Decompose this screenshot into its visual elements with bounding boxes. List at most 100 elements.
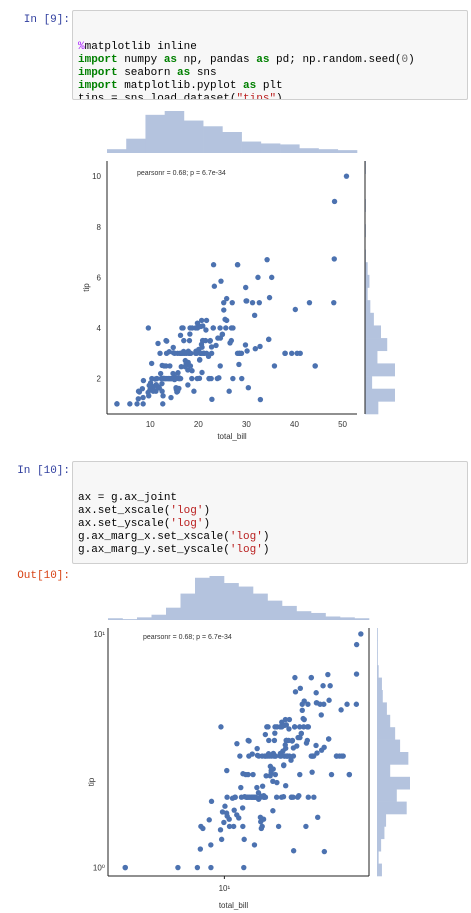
marginal-x-bar <box>325 616 341 620</box>
data-point <box>226 823 233 830</box>
data-point <box>234 262 241 268</box>
jointplot-figure-linear: 10 20 30 40 50 2 4 6 8 10 total_bill tip pearsonr = … <box>82 111 395 441</box>
data-point <box>157 370 164 377</box>
marginal-x-bar <box>299 148 319 153</box>
data-point <box>301 716 307 723</box>
marginal-y-bar <box>377 801 407 815</box>
marginal-x-bar <box>253 593 268 620</box>
data-point <box>160 393 166 399</box>
data-point <box>210 262 217 268</box>
code-token: g.ax_marg_y.set_yscale( <box>78 544 230 556</box>
data-point <box>286 726 292 732</box>
data-point <box>290 745 297 751</box>
data-point <box>187 325 193 331</box>
data-point <box>272 730 278 736</box>
data-point <box>197 846 204 852</box>
data-point <box>199 337 206 344</box>
data-point <box>194 864 201 871</box>
x-axis-label: total_bill <box>219 901 249 910</box>
data-point <box>257 794 264 800</box>
code-token: seaborn <box>117 67 178 79</box>
code-token: 'log' <box>229 531 263 543</box>
marginal-y-bar <box>377 863 382 877</box>
data-point <box>246 753 252 759</box>
data-point <box>270 778 276 784</box>
data-point <box>178 363 184 370</box>
x-tick-label: 50 <box>338 420 347 429</box>
data-point <box>136 389 143 395</box>
data-point <box>249 299 256 306</box>
data-point <box>298 730 304 737</box>
data-point <box>268 767 274 774</box>
x-tick-label: 10¹ <box>219 884 231 893</box>
code-token: matplotlib inline <box>84 41 197 53</box>
x-tick-label: 10 <box>146 420 155 429</box>
data-point <box>266 737 272 744</box>
marginal-x-bar <box>108 618 123 620</box>
data-point <box>203 317 210 324</box>
data-point <box>255 274 261 281</box>
data-point <box>222 803 228 809</box>
data-point <box>210 325 216 331</box>
x-tick-label: 30 <box>242 420 251 429</box>
data-point <box>182 363 188 370</box>
marginal-x-bar <box>267 600 283 620</box>
data-point <box>286 716 293 723</box>
code-token: as <box>177 67 191 79</box>
data-point <box>234 740 240 747</box>
marginal-y-bar <box>365 401 379 415</box>
marginal-y-bar <box>365 388 395 402</box>
data-point <box>230 823 237 830</box>
marginal-y-bar <box>365 262 368 276</box>
data-point <box>187 363 194 369</box>
code-token: import <box>78 54 118 66</box>
data-point <box>256 299 263 306</box>
marginal-x-bar <box>180 593 196 620</box>
data-point <box>257 396 264 403</box>
data-point <box>294 794 301 800</box>
data-point <box>272 771 279 778</box>
data-point <box>230 375 236 382</box>
marginal-y-bar <box>377 851 379 864</box>
data-point <box>277 750 284 757</box>
code-line: import numpy as np, pandas as pd; np.ran… <box>78 54 462 67</box>
data-point <box>321 744 327 751</box>
code-cell-10[interactable]: ax = g.ax_joint ax.set_xscale('log') ax.se… <box>72 461 468 564</box>
data-point <box>325 671 331 678</box>
data-point <box>181 337 187 344</box>
y-tick-label: 10⁰ <box>93 864 105 873</box>
data-point <box>154 375 160 382</box>
data-point <box>177 332 184 339</box>
data-point <box>194 375 200 382</box>
code-lines-10: ax = g.ax_joint ax.set_xscale('log') ax.se… <box>78 492 462 563</box>
data-point <box>163 350 170 356</box>
data-point <box>288 794 295 800</box>
data-point <box>175 864 181 871</box>
marginal-y-bar <box>377 739 401 753</box>
data-point <box>244 298 250 304</box>
code-token: g.ax_marg_x.set_xscale( <box>78 531 230 543</box>
data-point <box>223 317 230 324</box>
data-point <box>134 401 140 407</box>
data-point <box>243 284 249 291</box>
data-point <box>315 814 321 821</box>
data-point <box>217 363 223 369</box>
data-point <box>282 350 288 356</box>
code-token: ) <box>276 93 283 100</box>
stats-annotation: pearsonr = 0.68; p = 6.7e-34 <box>143 634 232 641</box>
data-point <box>339 753 345 759</box>
data-point <box>304 737 311 744</box>
marginal-x-bar <box>107 149 127 153</box>
code-cell-9[interactable]: %matplotlib inline import numpy as np, pa… <box>72 10 468 100</box>
data-point <box>245 737 251 744</box>
data-point <box>263 773 269 779</box>
marginal-x-bar <box>203 126 223 153</box>
data-point <box>251 312 258 319</box>
data-point <box>159 380 165 387</box>
data-point <box>228 337 235 344</box>
data-point <box>160 401 166 407</box>
marginal-x-bar <box>280 144 300 153</box>
data-point <box>308 674 314 681</box>
code-lines-9: %matplotlib inline import numpy as np, pa… <box>78 41 462 100</box>
data-point <box>147 387 153 393</box>
